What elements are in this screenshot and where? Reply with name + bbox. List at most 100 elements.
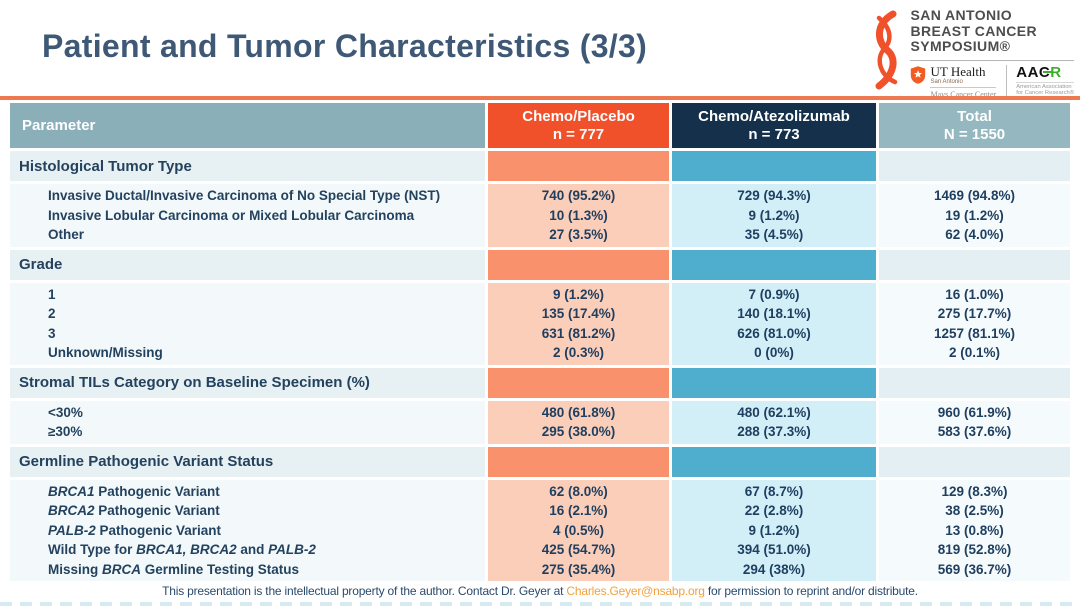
section-band-atezolizumab <box>672 249 876 280</box>
cell-value: 288 (37.3%) <box>737 424 811 439</box>
cell-value: 62 (8.0%) <box>549 483 608 499</box>
row-label: Unknown/Missing <box>48 345 163 360</box>
col-header-label: Chemo/Atezolizumab <box>698 107 850 125</box>
col-header-chemo-atezolizumab: Chemo/Atezolizumab n = 773 <box>672 103 876 148</box>
aacr-green-bar <box>1043 70 1053 73</box>
label-segment: Pathogenic Variant <box>94 503 220 518</box>
section-band-atezolizumab <box>672 446 876 477</box>
row-label: Other <box>48 227 85 242</box>
cell-value: 62 (4.0%) <box>945 227 1004 242</box>
label-segment: PALB-2 <box>48 522 96 538</box>
ut-health-center: Mays Cancer Center <box>930 89 997 99</box>
cell-value: 13 (0.8%) <box>945 522 1004 538</box>
section-band-total <box>879 446 1070 477</box>
footer-text-after: for permission to reprint and/or distrib… <box>704 584 918 598</box>
cell-value: 9 (1.2%) <box>552 286 605 302</box>
cell-value: 67 (8.7%) <box>744 483 804 499</box>
cell-value: 740 (95.2%) <box>541 188 616 203</box>
cell-value: 35 (4.5%) <box>744 227 804 242</box>
cell-value: 38 (2.5%) <box>945 503 1004 518</box>
row-label: Missing BRCA Germline Testing Status <box>48 560 485 580</box>
cell-value: 631 (81.2%) <box>541 325 616 341</box>
row-labels: 1 2 3 Unknown/Missing <box>10 282 485 365</box>
cell-value: 9 (1.2%) <box>748 207 800 223</box>
values-total: 1469 (94.8%) 19 (1.2%) 62 (4.0%) <box>879 184 1070 247</box>
cell-value: 1257 (81.1%) <box>933 325 1016 341</box>
aacr-acronym: AACR <box>1016 65 1074 80</box>
cell-value: 275 (17.7%) <box>937 306 1012 321</box>
bottom-dashed-divider <box>0 602 1080 606</box>
cell-value: 819 (52.8%) <box>937 542 1012 557</box>
section-band-placebo <box>488 446 669 477</box>
cell-value: 7 (0.9%) <box>748 286 800 302</box>
characteristics-table: Parameter Chemo/Placebo n = 777 Chemo/At… <box>10 103 1070 581</box>
label-segment: Pathogenic Variant <box>94 483 220 499</box>
values-total: 960 (61.9%) 583 (37.6%) <box>879 400 1070 444</box>
cell-value: 275 (35.4%) <box>541 561 616 577</box>
row-labels: <30% ≥30% <box>10 400 485 444</box>
cell-value: 0 (0%) <box>754 345 794 360</box>
footer-text-before: This presentation is the intellectual pr… <box>162 584 567 598</box>
values-atezolizumab: 7 (0.9%) 140 (18.1%) 626 (81.0%) 0 (0%) <box>672 282 876 365</box>
label-segment: Missing <box>48 561 103 577</box>
aacr-logo: AACR American Association for Cancer Res… <box>1006 64 1074 97</box>
sabcs-ribbon-icon <box>875 10 898 90</box>
cell-value: 480 (62.1%) <box>737 404 811 420</box>
values-placebo: 740 (95.2%) 10 (1.3%) 27 (3.5%) <box>488 184 669 247</box>
section-band-total <box>879 367 1070 398</box>
row-label: BRCA2 Pathogenic Variant <box>48 501 485 521</box>
label-segment: and <box>236 542 269 557</box>
section-title-stromal-tils: Stromal TILs Category on Baseline Specim… <box>10 367 485 398</box>
row-labels: Invasive Ductal/Invasive Carcinoma of No… <box>10 184 485 247</box>
section-title-germline-variant-status: Germline Pathogenic Variant Status <box>10 446 485 477</box>
cell-value: 2 (0.1%) <box>948 345 1001 360</box>
sabcs-logo: SAN ANTONIO BREAST CANCER SYMPOSIUM® UT … <box>867 7 1074 99</box>
section-band-placebo <box>488 367 669 398</box>
row-label: Wild Type for BRCA1, BRCA2 and PALB-2 <box>48 540 485 560</box>
section-band-placebo <box>488 249 669 280</box>
row-label: 3 <box>48 325 56 341</box>
page-title: Patient and Tumor Characteristics (3/3) <box>42 28 648 64</box>
section-band-total <box>879 249 1070 280</box>
col-header-chemo-placebo: Chemo/Placebo n = 777 <box>488 103 669 148</box>
partner-logos: UT Health San Antonio Mays Cancer Center… <box>910 59 1074 99</box>
contact-email-link[interactable]: Charles.Geyer@nsabp.org <box>566 584 705 598</box>
row-label: Invasive Lobular Carcinoma or Mixed Lobu… <box>48 207 415 223</box>
cell-value: 140 (18.1%) <box>737 306 811 321</box>
row-label: <30% <box>48 404 83 420</box>
cell-value: 22 (2.8%) <box>744 503 804 518</box>
values-atezolizumab: 67 (8.7%) 22 (2.8%) 9 (1.2%) 394 (51.0%)… <box>672 479 876 581</box>
ut-health-name: UT Health <box>930 63 986 79</box>
label-segment: Pathogenic Variant <box>95 522 222 538</box>
section-title-histological-tumor-type: Histological Tumor Type <box>10 151 485 181</box>
col-header-n: n = 777 <box>552 125 605 143</box>
values-total: 16 (1.0%) 275 (17.7%) 1257 (81.1%) 2 (0.… <box>879 282 1070 365</box>
aacr-subtitle: American Association for Cancer Research… <box>1016 81 1074 97</box>
label-segment: BRCA2 <box>48 503 95 518</box>
col-header-total: Total N = 1550 <box>879 103 1070 148</box>
cell-value: 583 (37.6%) <box>937 424 1012 439</box>
section-band-atezolizumab <box>672 367 876 398</box>
row-label: Invasive Ductal/Invasive Carcinoma of No… <box>48 188 441 203</box>
cell-value: 16 (1.0%) <box>945 286 1004 302</box>
ut-health-shield-icon <box>911 65 926 84</box>
sabcs-line3: SYMPOSIUM® <box>910 38 1011 54</box>
values-placebo: 480 (61.8%) 295 (38.0%) <box>488 400 669 444</box>
label-segment: BRCA1, BRCA2 <box>136 542 237 557</box>
section-band-total <box>879 151 1070 181</box>
label-segment: Germline Testing Status <box>141 561 300 577</box>
values-total: 129 (8.3%) 38 (2.5%) 13 (0.8%) 819 (52.8… <box>879 479 1070 581</box>
row-label: BRCA1 Pathogenic Variant <box>48 482 485 502</box>
row-labels: BRCA1 Pathogenic Variant BRCA2 Pathogeni… <box>10 479 485 581</box>
col-header-n: N = 1550 <box>943 125 1006 143</box>
values-placebo: 62 (8.0%) 16 (2.1%) 4 (0.5%) 425 (54.7%)… <box>488 479 669 581</box>
cell-value: 27 (3.5%) <box>549 227 608 242</box>
sabcs-wordmark: SAN ANTONIO BREAST CANCER SYMPOSIUM® UT … <box>910 7 1074 99</box>
cell-value: 960 (61.9%) <box>937 404 1012 420</box>
cell-value: 626 (81.0%) <box>737 325 811 341</box>
orange-divider <box>0 96 1080 100</box>
cell-value: 394 (51.0%) <box>737 542 811 557</box>
row-label: 1 <box>48 286 56 302</box>
cell-value: 4 (0.5%) <box>552 522 605 538</box>
